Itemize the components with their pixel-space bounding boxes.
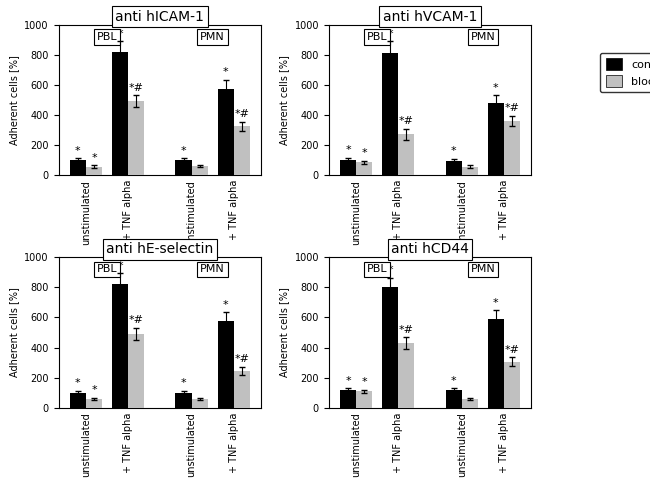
- Bar: [86, 399, 102, 408]
- Text: *#: *#: [234, 109, 250, 119]
- Text: PMN: PMN: [200, 264, 225, 274]
- Bar: [176, 393, 192, 408]
- Bar: [234, 126, 250, 175]
- Text: PMN: PMN: [200, 32, 225, 42]
- Y-axis label: Adherent cells [%]: Adherent cells [%]: [279, 55, 289, 145]
- Text: *: *: [91, 385, 97, 396]
- Text: *: *: [451, 376, 456, 386]
- Text: PBL: PBL: [97, 264, 118, 274]
- Bar: [176, 160, 192, 175]
- Bar: [488, 319, 504, 408]
- Text: *#: *#: [129, 315, 144, 325]
- Text: *: *: [361, 377, 367, 387]
- Bar: [446, 161, 462, 175]
- Text: *: *: [75, 146, 81, 156]
- Bar: [112, 52, 128, 175]
- Bar: [446, 390, 462, 408]
- Bar: [70, 160, 86, 175]
- Bar: [398, 134, 415, 175]
- Legend: control, blockade: control, blockade: [600, 53, 650, 92]
- Text: *: *: [361, 148, 367, 158]
- Bar: [504, 121, 520, 175]
- Bar: [86, 166, 102, 175]
- Bar: [234, 371, 250, 408]
- Bar: [112, 284, 128, 408]
- Bar: [356, 162, 372, 175]
- Text: PBL: PBL: [97, 32, 118, 42]
- Text: *: *: [493, 298, 499, 308]
- Y-axis label: Adherent cells [%]: Adherent cells [%]: [8, 288, 19, 377]
- Text: *: *: [223, 67, 229, 77]
- Text: PBL: PBL: [367, 32, 387, 42]
- Text: PMN: PMN: [471, 32, 495, 42]
- Title: anti hICAM-1: anti hICAM-1: [116, 9, 204, 24]
- Bar: [488, 103, 504, 175]
- Text: *: *: [493, 83, 499, 92]
- Text: PBL: PBL: [367, 264, 387, 274]
- Text: *: *: [91, 153, 97, 163]
- Bar: [192, 399, 207, 408]
- Bar: [340, 160, 356, 175]
- Bar: [128, 334, 144, 408]
- Text: *: *: [118, 260, 123, 270]
- Text: *: *: [451, 147, 456, 157]
- Bar: [70, 393, 86, 408]
- Y-axis label: Adherent cells [%]: Adherent cells [%]: [8, 55, 19, 145]
- Text: *#: *#: [399, 116, 414, 126]
- Title: anti hVCAM-1: anti hVCAM-1: [383, 9, 477, 24]
- Bar: [356, 391, 372, 408]
- Text: *: *: [118, 29, 123, 39]
- Bar: [128, 101, 144, 175]
- Y-axis label: Adherent cells [%]: Adherent cells [%]: [279, 288, 289, 377]
- Text: PMN: PMN: [471, 264, 495, 274]
- Bar: [398, 343, 415, 408]
- Bar: [382, 287, 398, 408]
- Text: *: *: [181, 378, 187, 388]
- Text: *: *: [75, 378, 81, 388]
- Bar: [462, 166, 478, 175]
- Bar: [218, 321, 234, 408]
- Bar: [340, 390, 356, 408]
- Title: anti hE-selectin: anti hE-selectin: [106, 243, 213, 256]
- Text: *: *: [387, 265, 393, 275]
- Text: *#: *#: [234, 354, 250, 364]
- Bar: [382, 53, 398, 175]
- Text: *#: *#: [504, 344, 519, 354]
- Text: *#: *#: [129, 83, 144, 92]
- Text: *: *: [223, 300, 229, 310]
- Bar: [504, 362, 520, 408]
- Bar: [192, 166, 207, 175]
- Text: *: *: [387, 29, 393, 39]
- Title: anti hCD44: anti hCD44: [391, 243, 469, 256]
- Text: *: *: [181, 146, 187, 156]
- Text: *#: *#: [399, 325, 414, 334]
- Bar: [462, 399, 478, 408]
- Text: *: *: [345, 376, 351, 386]
- Text: *#: *#: [504, 103, 519, 113]
- Bar: [218, 88, 234, 175]
- Text: *: *: [345, 146, 351, 156]
